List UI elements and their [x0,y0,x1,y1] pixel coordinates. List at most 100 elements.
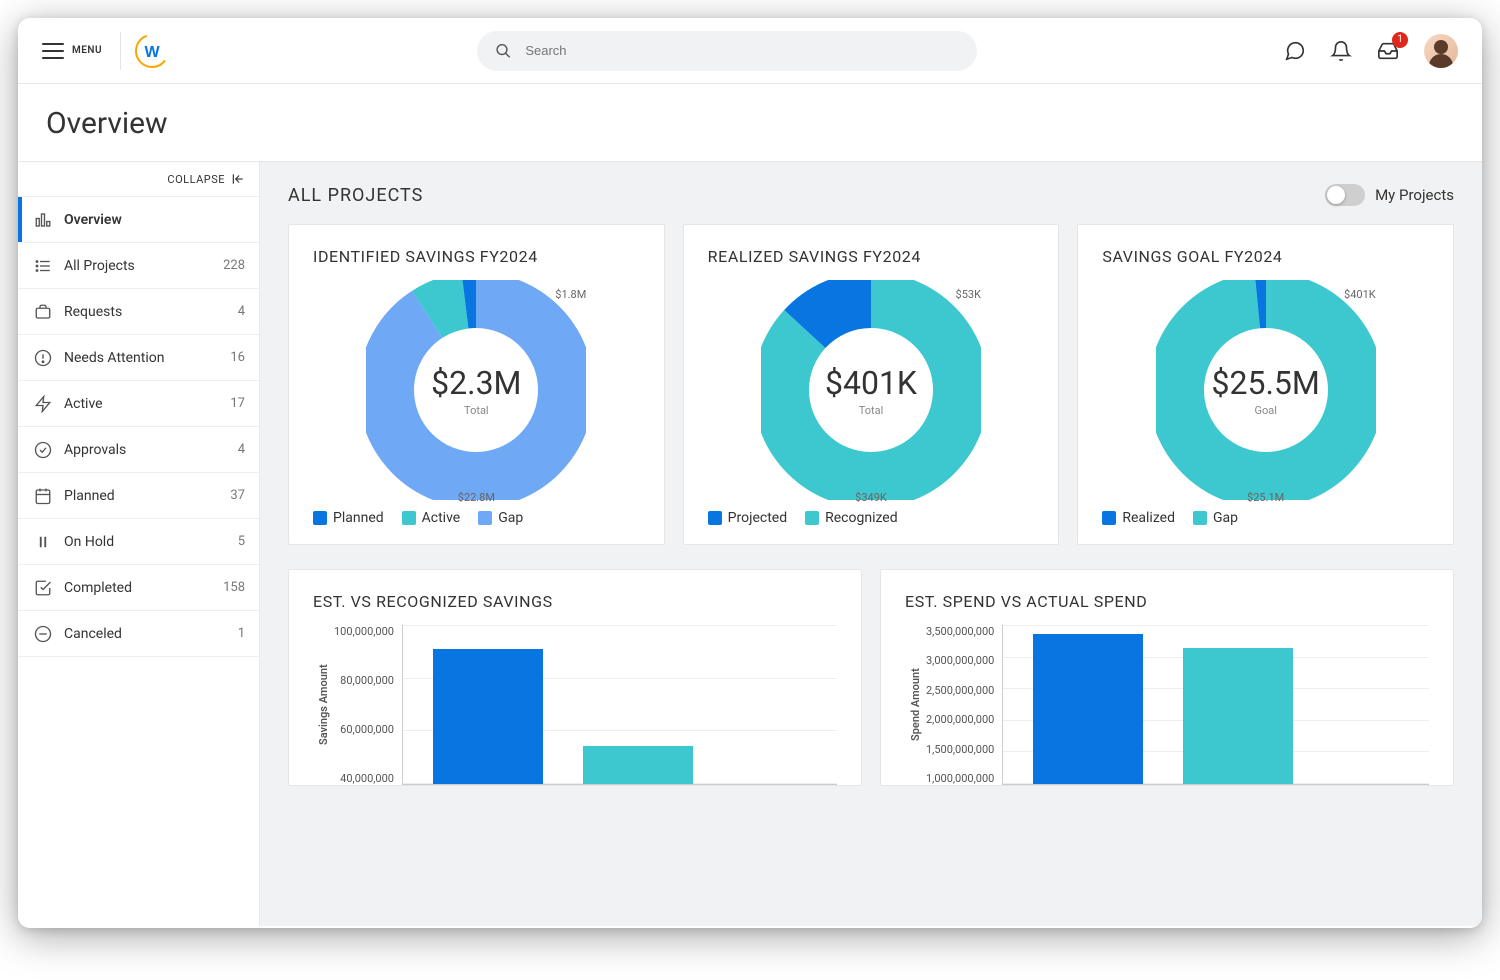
y-ticks: 100,000,00080,000,00060,000,00040,000,00… [334,625,402,785]
y-tick: 3,500,000,000 [926,625,994,638]
nav-count: 1 [238,626,245,641]
nav-icon [34,487,52,505]
legend-item: Gap [478,510,523,526]
y-tick: 2,000,000,000 [926,713,994,726]
donut-slice-label: $1.8M [555,288,586,301]
menu-label: MENU [72,45,102,56]
sidebar-item-completed[interactable]: Completed 158 [18,565,259,611]
legend-swatch [1102,511,1116,525]
y-tick: 3,000,000,000 [926,654,994,667]
bar [1033,634,1143,784]
nav-icon [34,533,52,551]
svg-text:W: W [144,44,160,61]
y-axis-label: Savings Amount [313,625,334,785]
nav-count: 16 [230,350,245,365]
nav-count: 37 [230,488,245,503]
nav-count: 158 [223,580,245,595]
nav-label: Planned [64,488,115,504]
card-title: IDENTIFIED SAVINGS FY2024 [313,247,640,266]
y-axis-label: Spend Amount [905,625,926,785]
sidebar-item-planned[interactable]: Planned 37 [18,473,259,519]
legend-label: Planned [333,510,384,526]
legend-label: Recognized [825,510,898,526]
legend-swatch [805,511,819,525]
donut-center-sub: Total [859,404,884,417]
legend-label: Active [422,510,461,526]
nav-count: 5 [238,534,245,549]
nav-label: Needs Attention [64,350,164,366]
bar-charts-row: EST. VS RECOGNIZED SAVINGS Savings Amoun… [288,569,1454,786]
nav-list: Overview All Projects 228 Requests 4 Needs At… [18,197,259,657]
nav-icon [34,257,52,275]
sidebar-item-all-projects[interactable]: All Projects 228 [18,243,259,289]
chat-button[interactable] [1284,40,1306,62]
search-input[interactable] [525,43,958,58]
y-tick: 1,000,000,000 [926,772,994,785]
my-projects-toggle[interactable] [1325,184,1365,206]
menu-button[interactable]: MENU [34,37,110,65]
sidebar-item-needs-attention[interactable]: Needs Attention 16 [18,335,259,381]
toggle-label: My Projects [1375,186,1454,204]
main-content: ALL PROJECTS My Projects IDENTIFIED SAVI… [260,162,1482,926]
donut-slice-label: $401K [1344,288,1376,301]
section-title: ALL PROJECTS [288,185,423,206]
workday-logo[interactable]: W [135,34,169,68]
legend-swatch [478,511,492,525]
nav-icon [34,395,52,413]
sidebar: COLLAPSE Overview All Projects 228 Requests… [18,162,260,926]
nav-label: Active [64,396,103,412]
sidebar-item-approvals[interactable]: Approvals 4 [18,427,259,473]
inbox-badge: 1 [1392,32,1408,48]
search-bar[interactable] [477,31,977,71]
nav-label: On Hold [64,534,114,550]
hamburger-icon [42,43,64,59]
workday-logo-icon: W [135,34,169,68]
donut-chart: $401K Total $349K$53K [761,280,981,500]
y-ticks: 3,500,000,0003,000,000,0002,500,000,0002… [926,625,1002,785]
legend-swatch [1193,511,1207,525]
bar [433,649,543,784]
nav-label: Overview [64,212,122,228]
donut-slice-label: $53K [956,288,981,301]
sidebar-item-canceled[interactable]: Canceled1 [18,611,259,657]
legend-item: Gap [1193,510,1238,526]
collapse-button[interactable]: COLLAPSE [18,162,259,197]
user-avatar[interactable] [1424,34,1458,68]
legend-label: Gap [1213,510,1238,526]
sidebar-item-overview[interactable]: Overview [18,197,259,243]
legend-swatch [708,511,722,525]
donut-slice-label: $349K [855,491,887,504]
donut-slice-label: $22.8M [458,491,495,504]
donut-card: REALIZED SAVINGS FY2024 $401K Total $349… [683,224,1060,545]
chart-title: EST. SPEND VS ACTUAL SPEND [905,592,1429,611]
notifications-button[interactable] [1330,40,1352,62]
donut-center-sub: Goal [1254,404,1276,417]
legend: RealizedGap [1102,510,1429,526]
y-tick: 1,500,000,000 [926,743,994,756]
nav-label: Completed [64,580,132,596]
nav-label: All Projects [64,258,135,274]
legend-swatch [402,511,416,525]
donut-card: SAVINGS GOAL FY2024 $25.5M Goal $25.1M$4… [1077,224,1454,545]
sidebar-item-on-hold[interactable]: On Hold 5 [18,519,259,565]
sidebar-item-requests[interactable]: Requests 4 [18,289,259,335]
nav-count: 228 [223,258,245,273]
nav-count: 4 [238,304,245,319]
nav-count: 4 [238,442,245,457]
nav-label: Approvals [64,442,126,458]
donut-card: IDENTIFIED SAVINGS FY2024 $2.3M Total $2… [288,224,665,545]
donut-cards-row: IDENTIFIED SAVINGS FY2024 $2.3M Total $2… [288,224,1454,545]
nav-label: Requests [64,304,122,320]
donut-chart: $2.3M Total $22.8M$1.8M [366,280,586,500]
inbox-button[interactable]: 1 [1376,40,1400,62]
bar-chart-card: EST. SPEND VS ACTUAL SPEND Spend Amount … [880,569,1454,786]
sidebar-item-active[interactable]: Active17 [18,381,259,427]
nav-icon [34,211,52,229]
page-header: Overview [18,84,1482,162]
bar-chart-card: EST. VS RECOGNIZED SAVINGS Savings Amoun… [288,569,862,786]
collapse-icon [231,172,245,186]
chat-icon [1284,40,1306,62]
bar [583,746,693,784]
bars [403,625,837,784]
donut-chart: $25.5M Goal $25.1M$401K [1156,280,1376,500]
